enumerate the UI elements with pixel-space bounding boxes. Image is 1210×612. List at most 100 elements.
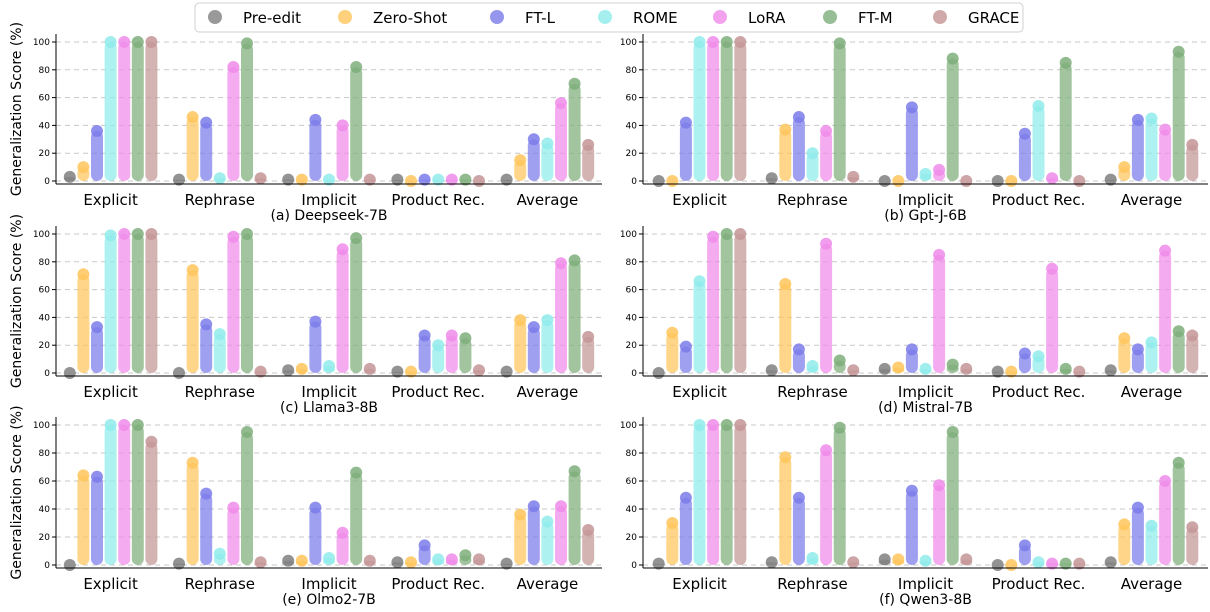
bar-body — [933, 254, 946, 373]
bar — [418, 329, 431, 373]
bar-cap — [878, 175, 891, 187]
bar — [418, 539, 431, 565]
bar-cap — [666, 517, 679, 529]
bar — [213, 328, 226, 373]
bar — [131, 419, 144, 565]
y-tick-label: 60 — [39, 94, 51, 104]
bar-body — [1172, 331, 1185, 373]
bar — [582, 138, 595, 181]
bar-cap — [309, 501, 322, 514]
bar-cap — [1159, 475, 1172, 487]
bar-cap — [541, 515, 554, 528]
bar-cap — [946, 358, 959, 371]
bar-cap — [282, 364, 295, 377]
bar-cap — [295, 173, 308, 186]
bar-cap — [254, 556, 267, 569]
bar — [779, 123, 792, 181]
bar-cap — [555, 500, 567, 513]
chart-panel: 0 20 40 60 80 100 Explicit Rephrase Implicit Prod… — [620, 34, 1208, 224]
bar-body — [227, 67, 240, 181]
bar-cap — [568, 254, 581, 267]
bar-body — [582, 530, 595, 565]
bar-cap — [960, 362, 973, 375]
bar-body — [933, 485, 946, 565]
y-tick-label: 100 — [33, 230, 50, 240]
bar-cap — [946, 52, 959, 65]
bar-body — [541, 521, 554, 565]
bar-body — [459, 338, 472, 373]
bar-cap — [919, 554, 932, 567]
bar — [118, 228, 131, 373]
x-tick-label: Average — [517, 575, 579, 593]
bar-cap — [459, 549, 472, 562]
bar — [445, 329, 458, 373]
bar — [405, 175, 417, 187]
bar — [991, 365, 1004, 378]
bar-body — [309, 119, 322, 181]
bar — [820, 124, 833, 181]
bar — [173, 367, 185, 379]
bar-cap — [241, 228, 253, 240]
bar-cap — [200, 487, 213, 500]
bar — [282, 364, 295, 377]
bar — [145, 228, 158, 373]
bar-cap — [1159, 244, 1172, 257]
bar — [892, 553, 905, 566]
bar-cap — [1131, 501, 1144, 514]
bar — [445, 173, 458, 186]
bar-cap — [1145, 519, 1158, 532]
bar-cap — [720, 36, 733, 48]
bar-body — [186, 270, 199, 373]
bar-cap — [960, 553, 973, 566]
bar-body — [309, 507, 322, 565]
bar-body — [1145, 118, 1158, 181]
bar — [847, 170, 860, 183]
x-tick-label: Explicit — [83, 383, 138, 401]
bar — [666, 326, 679, 373]
bar — [241, 426, 253, 565]
bar-cap — [63, 367, 76, 379]
bar — [363, 362, 376, 375]
bar — [282, 173, 295, 186]
bar — [77, 469, 90, 565]
bar-cap — [445, 329, 458, 342]
bar-cap — [227, 61, 240, 74]
bar-cap — [679, 340, 692, 353]
bar-body — [336, 125, 349, 181]
bar — [1018, 127, 1031, 181]
bar-body — [679, 497, 692, 565]
bar — [104, 229, 117, 373]
bar-cap — [1073, 365, 1086, 378]
bar — [652, 175, 665, 187]
bar-body — [779, 284, 792, 373]
bar-cap — [652, 175, 665, 187]
panel-title: (f) Qwen3-8B — [879, 592, 972, 608]
legend-item: FT-L — [490, 9, 556, 27]
bar-cap — [1186, 138, 1199, 151]
bar-body — [582, 336, 595, 373]
bar-cap — [104, 36, 117, 48]
bar — [892, 175, 905, 187]
bar-cap — [336, 243, 349, 256]
bar — [514, 314, 527, 373]
bar — [679, 491, 692, 565]
bar — [946, 426, 959, 565]
x-tick-label: Average — [517, 383, 579, 401]
bar-cap — [1018, 347, 1031, 360]
bar — [991, 175, 1004, 187]
bar — [905, 484, 918, 565]
bar-cap — [145, 36, 158, 48]
bar-cap — [118, 36, 131, 48]
chart-panel: 0 20 40 60 80 100 Explicit Rephrase Implicit Prod… — [9, 214, 602, 416]
bar-cap — [91, 124, 103, 137]
x-tick-label: Average — [1121, 575, 1183, 593]
bar-cap — [363, 173, 376, 186]
bar-body — [145, 42, 158, 181]
bar — [1032, 99, 1045, 181]
bar-cap — [213, 328, 226, 341]
y-tick-label: 60 — [39, 477, 51, 487]
y-tick-label: 100 — [620, 421, 637, 431]
bar — [186, 456, 199, 565]
bar-cap — [323, 173, 335, 186]
bar-cap — [707, 230, 720, 243]
